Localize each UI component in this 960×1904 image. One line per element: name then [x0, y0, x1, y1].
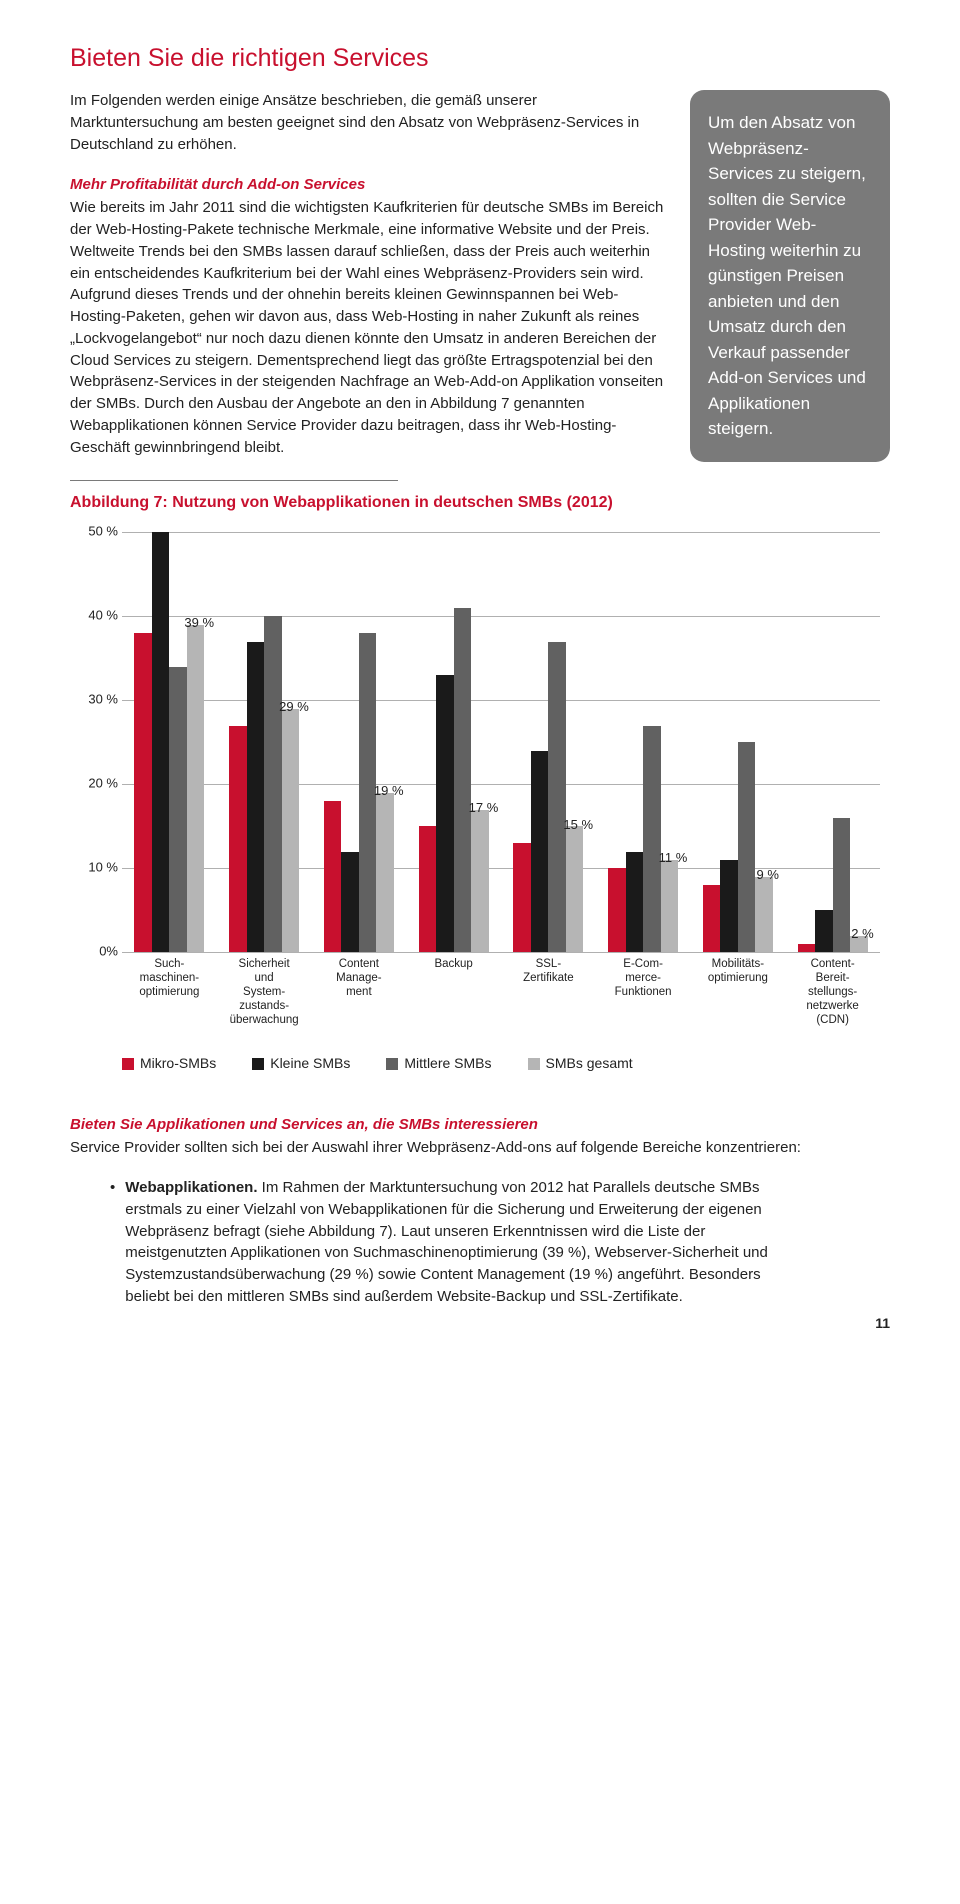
section1-heading: Mehr Profitabilität durch Add-on Service…	[70, 174, 666, 196]
y-tick: 20 %	[70, 775, 118, 794]
callout-box: Um den Absatz von Webpräsenz-Services zu…	[690, 90, 890, 462]
bar-group: 39 %	[130, 532, 210, 952]
section2-heading: Bieten Sie Applikationen und Services an…	[70, 1114, 890, 1136]
x-category-label: Such-maschinen-optimierung	[130, 958, 210, 1027]
y-tick: 50 %	[70, 523, 118, 542]
bar-group: 15 %	[509, 532, 589, 952]
bar	[134, 633, 152, 952]
bar	[471, 810, 489, 953]
bar	[720, 860, 738, 952]
bar	[436, 675, 454, 952]
page-number: 11	[875, 1313, 890, 1333]
bar	[548, 642, 566, 953]
bar-value-label: 17 %	[469, 799, 499, 818]
page-title: Bieten Sie die richtigen Services	[70, 40, 890, 76]
figure-caption: Abbildung 7: Nutzung von Webapplikatione…	[70, 491, 666, 514]
legend-swatch	[528, 1058, 540, 1070]
bar-group: 29 %	[224, 532, 304, 952]
bar-group: 19 %	[319, 532, 399, 952]
bullet-item: • Webapplikationen. Im Rahmen der Marktu…	[70, 1177, 890, 1308]
bar	[341, 852, 359, 953]
bar-value-label: 39 %	[184, 614, 214, 633]
x-category-label: SicherheitundSystem-zustands-überwachung	[224, 958, 304, 1027]
bar	[324, 801, 342, 952]
legend-item: Kleine SMBs	[252, 1053, 350, 1073]
bullet-body: Im Rahmen der Marktuntersuchung von 2012…	[125, 1179, 768, 1305]
bar	[661, 860, 679, 952]
bar	[815, 910, 833, 952]
bar	[513, 843, 531, 952]
bar-group: 9 %	[698, 532, 778, 952]
y-tick: 40 %	[70, 607, 118, 626]
bar-group: 2 %	[793, 532, 873, 952]
bar-value-label: 29 %	[279, 698, 309, 717]
legend-swatch	[252, 1058, 264, 1070]
legend-label: Mittlere SMBs	[404, 1053, 491, 1073]
bar	[703, 885, 721, 952]
x-category-label: E-Com-merce-Funktionen	[603, 958, 683, 1027]
bar	[626, 852, 644, 953]
bar	[152, 532, 170, 952]
bar	[282, 709, 300, 953]
bar	[229, 726, 247, 953]
legend-label: Kleine SMBs	[270, 1053, 350, 1073]
bar-value-label: 11 %	[659, 849, 688, 868]
divider	[70, 480, 398, 481]
legend-swatch	[386, 1058, 398, 1070]
bar	[798, 944, 816, 952]
bar	[169, 667, 187, 953]
legend-label: Mikro-SMBs	[140, 1053, 216, 1073]
legend-swatch	[122, 1058, 134, 1070]
bar	[833, 818, 851, 952]
bar	[264, 616, 282, 952]
chart-legend: Mikro-SMBs Kleine SMBs Mittlere SMBs SMBs g…	[122, 1053, 890, 1073]
bar-value-label: 15 %	[563, 816, 593, 835]
bar	[643, 726, 661, 953]
x-category-label: SSL-Zertifikate	[509, 958, 589, 1027]
legend-item: Mikro-SMBs	[122, 1053, 216, 1073]
section2-body: Service Provider sollten sich bei der Au…	[70, 1137, 890, 1159]
legend-item: Mittlere SMBs	[386, 1053, 491, 1073]
section1-body: Wie bereits im Jahr 2011 sind die wichti…	[70, 197, 666, 458]
bar-chart: 0%10 %20 %30 %40 %50 %39 %29 %19 %17 %15…	[70, 532, 890, 1073]
bar-group: 11 %	[603, 532, 683, 952]
legend-label: SMBs gesamt	[546, 1053, 633, 1073]
bar-value-label: 2 %	[851, 925, 873, 944]
legend-item: SMBs gesamt	[528, 1053, 633, 1073]
bar-group: 17 %	[414, 532, 494, 952]
bar	[419, 826, 437, 952]
bar	[755, 877, 773, 953]
bar	[738, 742, 756, 952]
bar	[608, 868, 626, 952]
y-tick: 30 %	[70, 691, 118, 710]
bullet-icon: •	[110, 1177, 115, 1308]
bar-value-label: 9 %	[757, 866, 779, 885]
bar-value-label: 19 %	[374, 782, 404, 801]
x-category-label: ContentManage-ment	[319, 958, 399, 1027]
bullet-term: Webapplikationen.	[125, 1179, 257, 1196]
bar	[376, 793, 394, 953]
x-category-label: Mobilitäts-optimierung	[698, 958, 778, 1027]
intro-paragraph: Im Folgenden werden einige Ansätze besch…	[70, 90, 666, 155]
bar	[247, 642, 265, 953]
x-category-label: Backup	[414, 958, 494, 1027]
y-tick: 0%	[70, 943, 118, 962]
bar	[566, 826, 584, 952]
y-tick: 10 %	[70, 859, 118, 878]
x-category-label: Content-Bereit-stellungs-netzwerke(CDN)	[793, 958, 873, 1027]
bar	[454, 608, 472, 952]
bar	[531, 751, 549, 953]
bar	[187, 625, 205, 953]
